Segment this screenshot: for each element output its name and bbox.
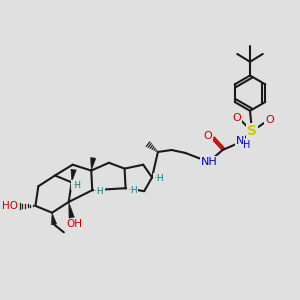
Text: ·H: ·H [94,187,104,196]
Text: O: O [265,115,274,124]
Text: S: S [247,124,257,138]
Text: ·H: ·H [72,181,81,190]
Polygon shape [91,158,96,171]
Text: H: H [243,140,251,150]
Text: HO: HO [2,201,18,211]
Text: O: O [203,131,212,141]
Text: OH: OH [67,220,82,230]
Text: NH: NH [200,157,217,167]
Text: N: N [236,136,244,146]
Text: ·H: ·H [128,186,137,195]
Text: O: O [232,113,241,123]
Polygon shape [71,169,76,182]
Polygon shape [51,213,57,225]
Polygon shape [69,202,74,218]
Text: ·H: ·H [154,174,164,183]
